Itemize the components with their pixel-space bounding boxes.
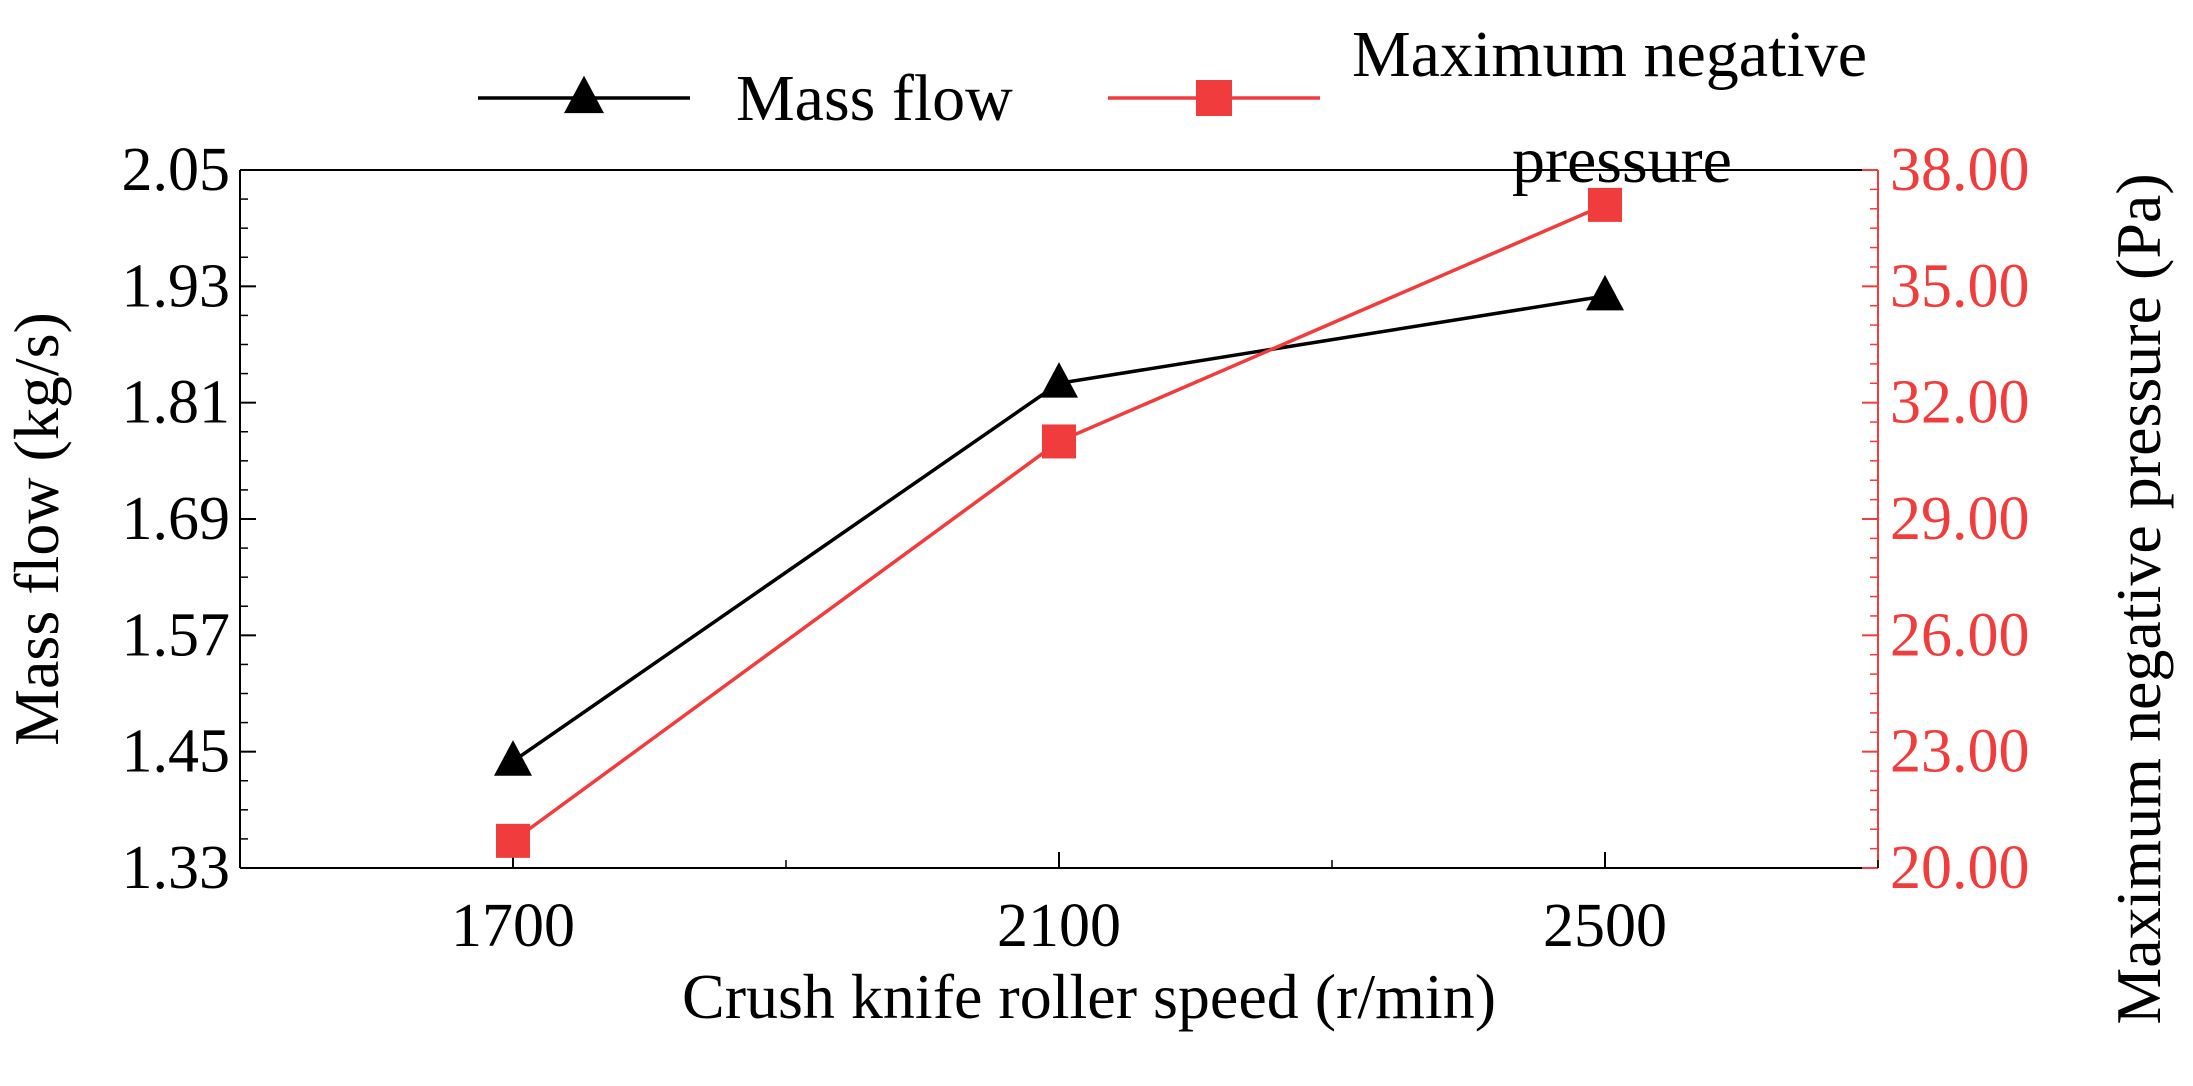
legend: Mass flow Maximum negative pressure [478, 18, 1867, 197]
right-tick-label: 38.00 [1890, 136, 2030, 204]
pressure-point [496, 823, 530, 858]
legend-mass-flow-marker [564, 75, 604, 114]
legend-pressure-label-line2: pressure [1512, 124, 1732, 197]
right-tick-label: 29.00 [1890, 485, 2030, 553]
series-layer [494, 187, 1624, 858]
x-tick-label: 1700 [451, 892, 575, 960]
left-tick-label: 2.05 [122, 136, 231, 204]
right-tick-label: 26.00 [1890, 601, 2030, 669]
left-axis-title: Mass flow (kg/s) [1, 312, 72, 746]
left-tick-label: 1.57 [122, 601, 231, 669]
left-tick-label: 1.93 [122, 252, 231, 320]
mass-flow-point [1586, 274, 1624, 311]
pressure-line [511, 203, 1606, 843]
x-axis-title: Crush knife roller speed (r/min) [682, 961, 1496, 1032]
left-tick-label: 1.33 [122, 834, 231, 902]
left-tick-label: 1.81 [122, 369, 231, 437]
pressure-point [1042, 424, 1076, 459]
pressure-point [1588, 187, 1622, 222]
axis-text-layer: 1.33 1.45 1.57 1.69 1.81 1.93 2.05 20.00 23.00 26… [1, 136, 2174, 1032]
legend-pressure-label-line1: Maximum negative [1352, 18, 1867, 91]
plot-frame-layer [239, 169, 1879, 869]
right-axis-title: Maximum negative pressure (Pa) [2103, 173, 2174, 1024]
right-tick-label: 32.00 [1890, 369, 2030, 437]
x-tick-label: 2100 [997, 892, 1121, 960]
mass-flow-point [494, 740, 532, 776]
x-tick-label: 2500 [1543, 892, 1667, 960]
left-tick-label: 1.69 [122, 485, 231, 553]
left-tick-label: 1.45 [122, 718, 231, 786]
mass-flow-point [1040, 362, 1078, 398]
right-tick-label: 23.00 [1890, 718, 2030, 786]
right-tick-label: 35.00 [1890, 252, 2030, 320]
legend-mass-flow-label: Mass flow [736, 62, 1013, 135]
right-tick-label: 20.00 [1890, 834, 2030, 902]
legend-pressure-marker [1196, 80, 1232, 116]
